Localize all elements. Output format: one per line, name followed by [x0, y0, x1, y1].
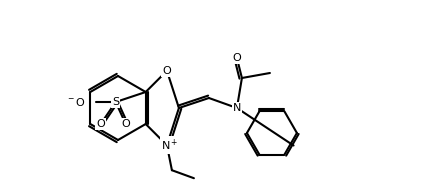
Text: N$^+$: N$^+$ — [161, 137, 179, 153]
Text: N: N — [233, 103, 241, 113]
Text: O: O — [96, 119, 105, 129]
Text: O: O — [121, 119, 130, 129]
Text: O: O — [162, 66, 172, 76]
Text: $^-$O: $^-$O — [66, 96, 86, 108]
Text: S: S — [112, 97, 119, 107]
Text: O: O — [232, 53, 241, 63]
